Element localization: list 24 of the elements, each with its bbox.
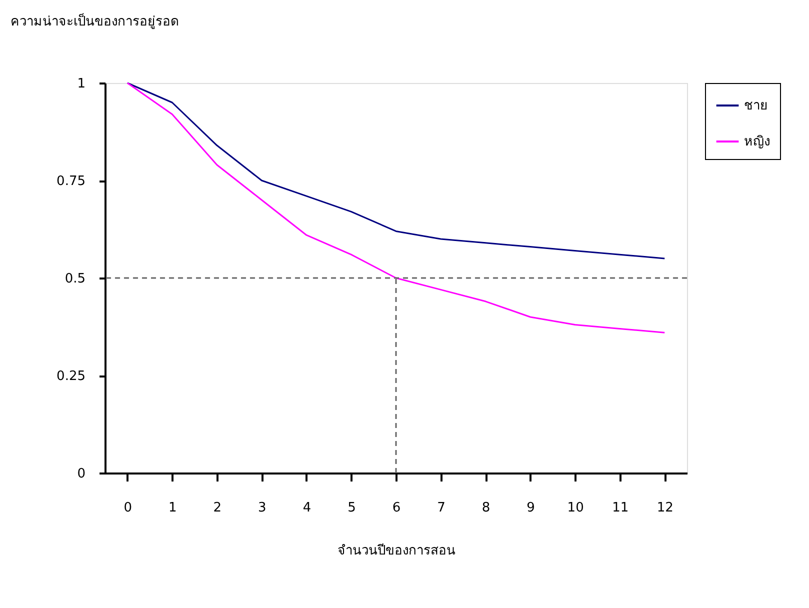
y-tick-label: 1 [77, 76, 86, 92]
x-tick-label: 2 [213, 500, 222, 516]
x-tick-label: 12 [656, 500, 674, 516]
y-tick-label: 0.75 [56, 174, 86, 189]
x-tick-label: 10 [567, 500, 584, 516]
x-tick-label: 0 [124, 500, 132, 516]
x-axis-title: จำนวนปีของการสอน [338, 542, 456, 558]
x-tick-label: 1 [168, 500, 177, 516]
line-series [126, 82, 666, 260]
x-tick-label: 5 [348, 500, 356, 516]
y-axis-title: ความน่าจะเป็นของการอยู่รอด [10, 12, 178, 30]
y-tick-label: 0 [77, 466, 86, 482]
x-tick-label: 7 [437, 500, 446, 516]
line-series [126, 82, 666, 334]
x-tick-label: 11 [612, 500, 629, 516]
legend-label: ชาย [744, 98, 768, 114]
legend-label: หญิง [744, 134, 770, 150]
y-tick-label: 0.5 [64, 272, 86, 286]
y-tick-label: 0.25 [56, 369, 86, 384]
x-tick-label: 8 [482, 500, 490, 516]
x-tick-label: 6 [392, 500, 401, 516]
x-tick-label: 4 [302, 500, 312, 516]
x-tick-label: 9 [526, 500, 535, 516]
x-tick-label: 3 [258, 500, 266, 516]
